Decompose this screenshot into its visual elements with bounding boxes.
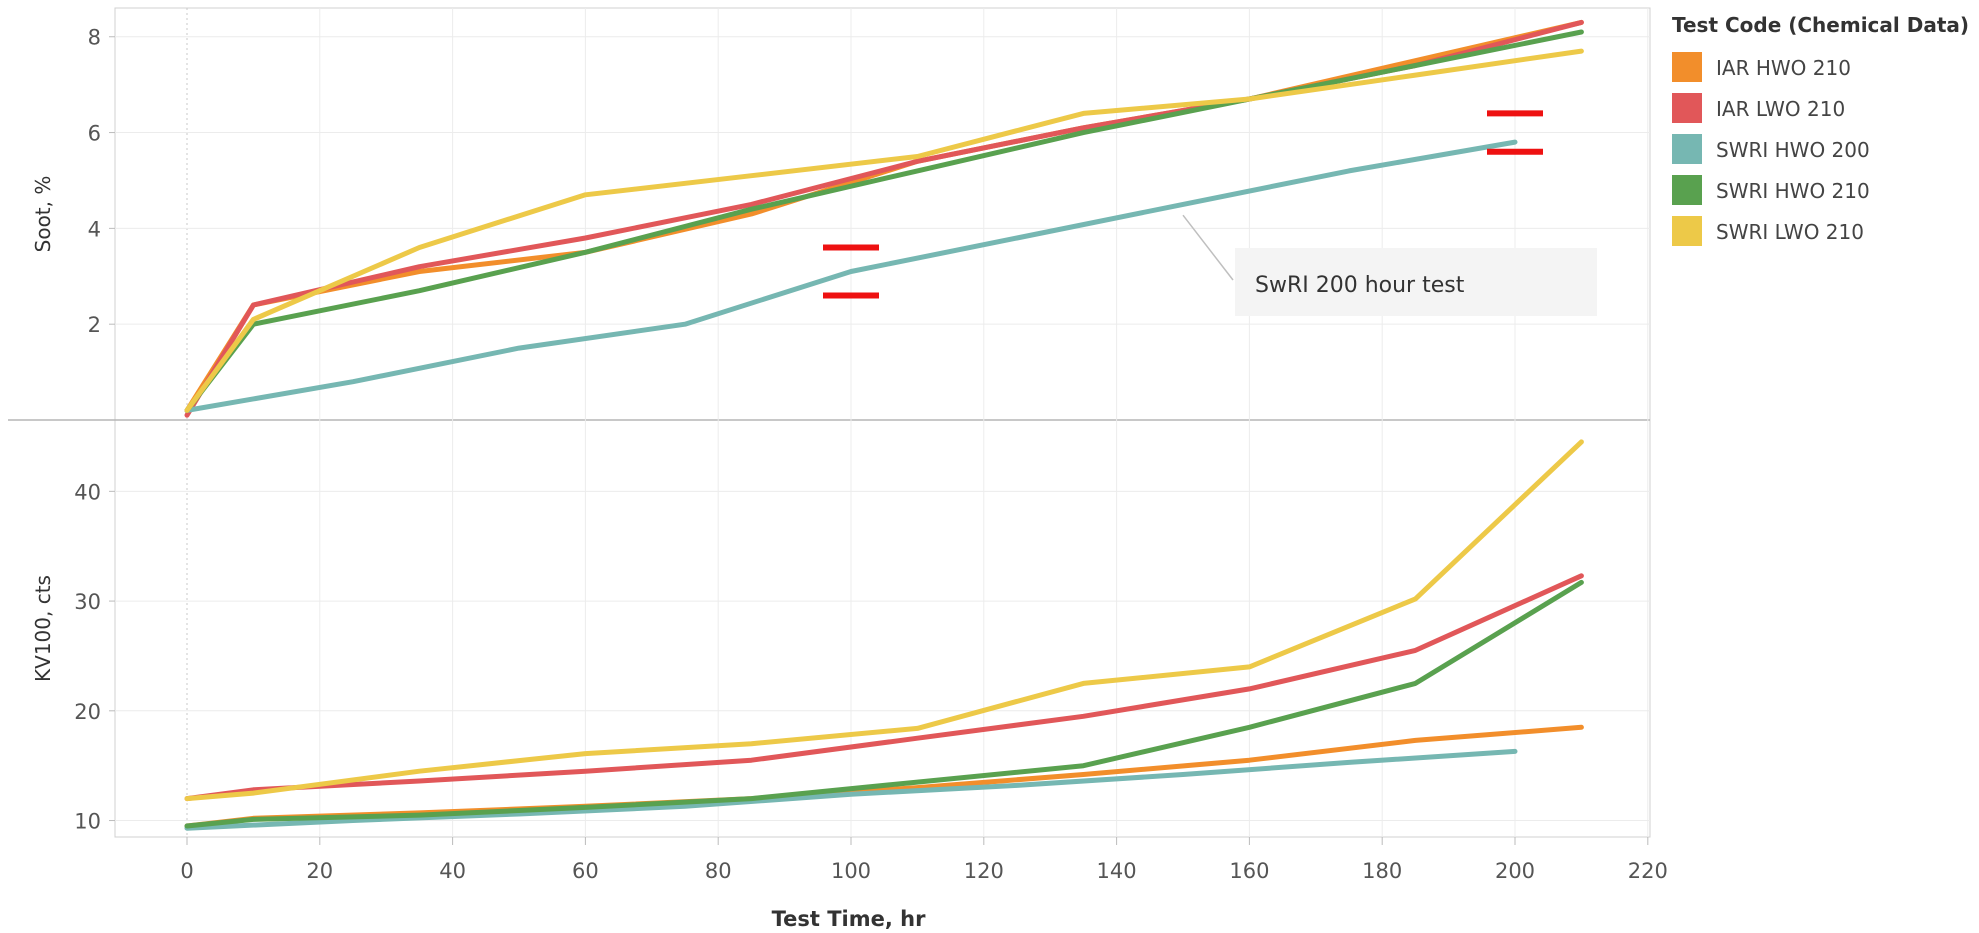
series-line bbox=[184, 573, 1584, 802]
y-tick-label: 8 bbox=[88, 26, 101, 50]
legend-entry: SWRI HWO 200 bbox=[1716, 138, 1870, 162]
x-tick-label: 220 bbox=[1628, 859, 1668, 883]
legend-entry: SWRI LWO 210 bbox=[1716, 220, 1864, 244]
plot-border bbox=[114, 7, 1651, 838]
annotation: SwRI 200 hour test bbox=[1182, 214, 1597, 316]
series-line bbox=[184, 748, 1518, 831]
annotation-leader bbox=[1182, 214, 1234, 281]
y-tick-label: 20 bbox=[74, 700, 101, 724]
series-line bbox=[184, 579, 1584, 829]
legend-entry: SWRI HWO 210 bbox=[1716, 179, 1870, 203]
x-tick-label: 200 bbox=[1495, 859, 1535, 883]
axes: 2 4 6 8 Soot, % 10 20 30 40 KV100, cts 0 20 40 60 80 10… bbox=[31, 26, 1668, 931]
red-markers bbox=[823, 110, 1543, 299]
y-tick-label: 40 bbox=[74, 480, 101, 504]
y-tick-label: 30 bbox=[74, 590, 101, 614]
x-axis-label: Test Time, hr bbox=[772, 907, 927, 931]
y-tick-label: 10 bbox=[74, 810, 101, 834]
x-tick-label: 60 bbox=[572, 859, 599, 883]
x-tick-label: 140 bbox=[1097, 859, 1137, 883]
legend: Test Code (Chemical Data) IAR HWO 210 IAR … bbox=[1672, 13, 1969, 246]
legend-swatch bbox=[1672, 134, 1702, 164]
x-tick-label: 80 bbox=[705, 859, 732, 883]
y-tick-label: 6 bbox=[88, 122, 101, 146]
x-tick-label: 180 bbox=[1362, 859, 1402, 883]
x-tick-label: 0 bbox=[180, 859, 193, 883]
legend-swatch bbox=[1672, 93, 1702, 123]
legend-swatch bbox=[1672, 216, 1702, 246]
y-axis-label: KV100, cts bbox=[31, 575, 55, 682]
series-lines bbox=[184, 19, 1584, 831]
x-tick-label: 120 bbox=[964, 859, 1004, 883]
x-tick-label: 40 bbox=[439, 859, 466, 883]
plot-frame bbox=[8, 7, 1651, 838]
legend-entry: IAR LWO 210 bbox=[1716, 97, 1845, 121]
annotation-text: SwRI 200 hour test bbox=[1255, 273, 1465, 298]
legend-swatch bbox=[1672, 52, 1702, 82]
series-line bbox=[184, 29, 1584, 413]
gridlines bbox=[115, 8, 1650, 837]
legend-title: Test Code (Chemical Data) bbox=[1672, 13, 1969, 37]
y-tick-label: 2 bbox=[88, 313, 101, 337]
x-tick-label: 100 bbox=[831, 859, 871, 883]
y-axis-label: Soot, % bbox=[31, 176, 55, 253]
legend-entry: IAR HWO 210 bbox=[1716, 56, 1851, 80]
series-line bbox=[184, 48, 1584, 413]
legend-swatch bbox=[1672, 175, 1702, 205]
y-tick-label: 4 bbox=[88, 217, 101, 241]
series-line bbox=[184, 139, 1518, 413]
x-tick-label: 20 bbox=[306, 859, 333, 883]
annotation-box bbox=[1235, 248, 1597, 316]
series-line bbox=[184, 439, 1584, 802]
x-tick-label: 160 bbox=[1229, 859, 1269, 883]
